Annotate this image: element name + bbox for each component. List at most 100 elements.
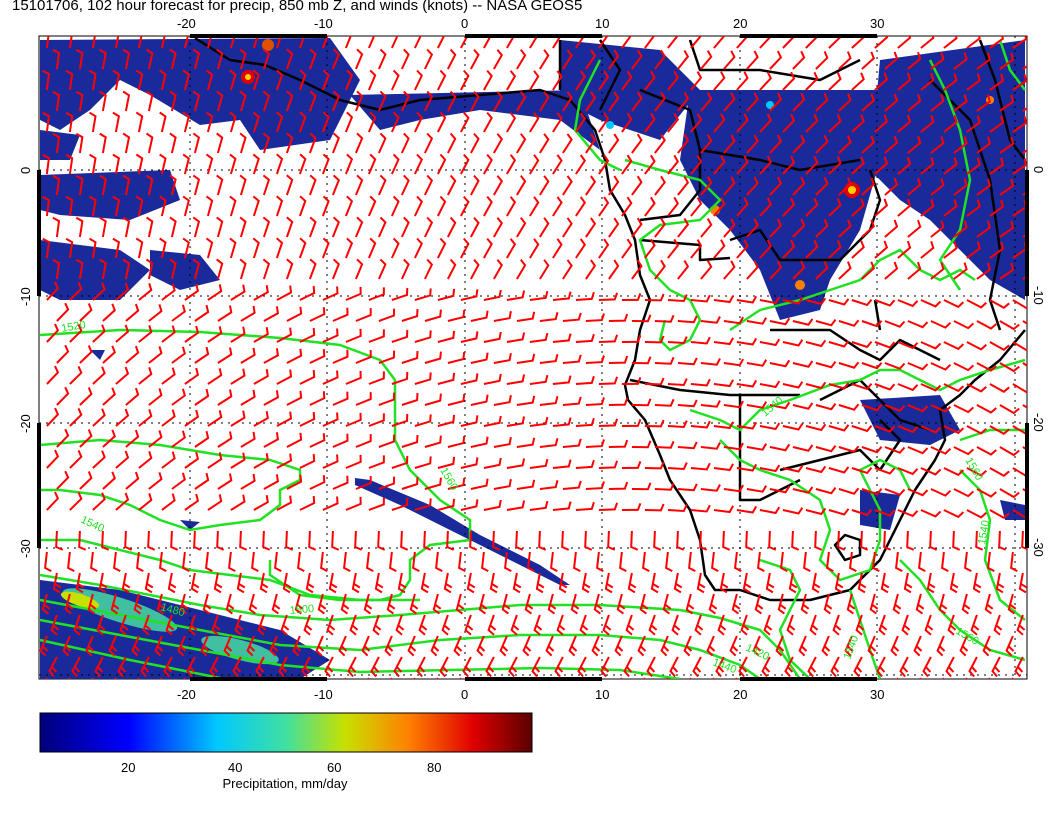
wind-barb: [79, 429, 93, 448]
wind-barb: [552, 154, 563, 175]
wind-barb: [965, 677, 968, 679]
wind-barb: [102, 345, 116, 364]
wind-barb: [769, 50, 783, 70]
wind-barb: [332, 475, 349, 490]
wind-barb: [298, 237, 307, 259]
wind-barb: [232, 656, 242, 678]
wind-barb: [182, 69, 190, 91]
wind-barb: [161, 325, 176, 343]
wind-barb: [966, 341, 987, 351]
wind-barb: [367, 111, 377, 133]
wind-barb: [826, 551, 834, 572]
wind-barb: [897, 383, 919, 392]
wind-barb: [989, 383, 1010, 394]
wind-barb: [278, 656, 288, 678]
wind-barb: [145, 216, 154, 238]
wind-barb: [1005, 635, 1015, 657]
wind-barb: [322, 412, 339, 427]
wind-barb: [953, 362, 975, 372]
wind-barb: [282, 572, 292, 594]
wind-barb: [598, 112, 610, 133]
wind-barb: [416, 656, 426, 678]
wind-barb: [552, 70, 563, 91]
wind-barb: [539, 217, 550, 238]
wind-barb: [506, 500, 526, 511]
wind-barb: [874, 341, 896, 349]
wind-barb: [92, 450, 106, 469]
wind-barb: [354, 216, 364, 238]
colorbar-tick-label: 80: [427, 760, 441, 775]
wind-barb: [136, 551, 144, 572]
wind-barb: [437, 498, 456, 511]
wind-barb: [654, 314, 675, 323]
wind-barb: [792, 486, 814, 494]
wind-barb: [920, 36, 935, 49]
wind-barb: [677, 133, 690, 154]
wind-barb: [644, 503, 665, 512]
wind-barb: [122, 174, 131, 196]
wind-barb: [938, 593, 948, 615]
wind-barb: [690, 71, 703, 91]
wind-barb: [631, 398, 652, 407]
wind-barb: [713, 71, 726, 91]
wind-barb: [653, 530, 662, 551]
wind-barb: [803, 551, 811, 572]
wind-barb: [102, 303, 116, 322]
wind-barb: [608, 175, 620, 196]
wind-barb: [690, 239, 703, 259]
wind-barb: [815, 135, 829, 154]
wind-barb: [182, 195, 190, 217]
wind-barb: [878, 614, 888, 636]
wind-barb: [667, 336, 688, 345]
wind-barb: [229, 36, 236, 49]
wind-barb: [897, 299, 919, 308]
wind-barb: [506, 374, 526, 385]
wind-barb: [115, 324, 130, 343]
wind-barb: [160, 677, 163, 679]
wind-barb: [941, 551, 949, 572]
wind-barb: [897, 156, 912, 175]
wind-barb: [943, 36, 958, 49]
wind-barb: [936, 635, 946, 657]
wind-barb: [321, 237, 330, 259]
wind-barb: [897, 467, 919, 476]
wind-barb: [493, 395, 512, 406]
wind-barb: [217, 473, 233, 490]
wind-barb: [138, 451, 153, 469]
map-title: 15101706, 102 hour forecast for precip, …: [12, 0, 583, 14]
wind-barb: [713, 463, 734, 472]
wind-barb: [506, 70, 517, 91]
wind-barb: [562, 49, 573, 70]
wind-barb: [769, 218, 783, 238]
wind-barb: [460, 111, 470, 133]
wind-barb: [838, 93, 852, 112]
wind-barb: [62, 635, 72, 657]
wind-barb: [294, 593, 304, 615]
wind-barb: [775, 635, 785, 657]
wind-barb: [437, 288, 456, 301]
wind-barb: [876, 656, 886, 678]
wind-barb: [447, 477, 466, 490]
wind-barb: [46, 281, 60, 301]
wind-barb: [897, 341, 919, 350]
wind-barb: [654, 175, 666, 196]
wind-barb: [677, 441, 698, 450]
wind-barb: [807, 656, 817, 678]
wind-barb: [391, 287, 409, 301]
wind-barb: [769, 485, 791, 494]
wind-barb: [736, 239, 749, 259]
wind-barb: [460, 69, 470, 91]
wind-barb: [510, 614, 520, 636]
wind-barb: [654, 356, 675, 365]
wind-barb: [378, 392, 396, 406]
wind-barb: [736, 71, 749, 91]
wind-barb: [851, 72, 865, 91]
wind-barb: [552, 36, 562, 49]
wind-barb: [366, 551, 374, 572]
wind-barb: [401, 309, 419, 322]
wind-barb: [65, 195, 74, 217]
wind-barb: [1012, 36, 1027, 49]
wind-barb: [460, 36, 469, 49]
wind-barb: [115, 408, 130, 427]
wind-barb: [861, 93, 875, 112]
